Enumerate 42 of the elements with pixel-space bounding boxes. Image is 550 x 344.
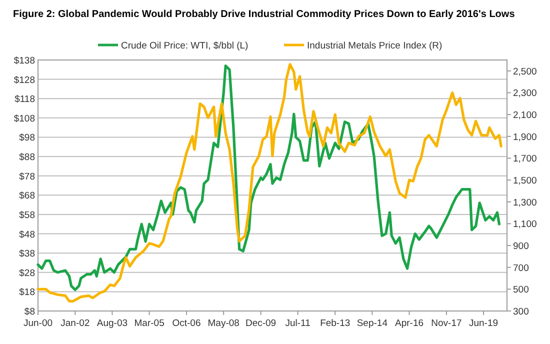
- y-tick-label: $38: [19, 248, 35, 260]
- x-tick-label: Apr-16: [395, 318, 424, 329]
- x-tick-label: Jun-00: [23, 318, 53, 329]
- chart-title: Figure 2: Global Pandemic Would Probably Drive Industrial Commodity Prices Down to Early 2016's Lows: [13, 9, 516, 20]
- x-tick-label: May-08: [208, 318, 240, 329]
- y2-tick-label: 1,900: [513, 132, 537, 143]
- y2-tick-label: 1,500: [513, 176, 537, 187]
- legend-label: Industrial Metals Price Index (R): [307, 40, 442, 52]
- y-tick-label: $58: [19, 210, 35, 221]
- y-tick-label: $28: [19, 268, 35, 279]
- y2-tick-label: 1,300: [513, 197, 537, 208]
- y-tick-label: $118: [14, 94, 35, 106]
- y2-tick-label: 300: [513, 306, 529, 318]
- x-tick-label: Oct-06: [172, 318, 201, 329]
- x-tick-label: Jan-02: [60, 318, 90, 329]
- x-tick-label: Dec-09: [245, 318, 276, 329]
- y2-tick-label: 900: [513, 241, 529, 252]
- y2-tick-label: 500: [513, 284, 529, 296]
- x-tick-label: Aug-03: [96, 318, 128, 329]
- y-tick-label: $98: [19, 132, 35, 144]
- y-tick-label: $108: [14, 113, 35, 124]
- y-tick-label: $8: [24, 306, 35, 318]
- x-tick-label: Sep-14: [356, 318, 388, 329]
- y2-tick-label: 700: [513, 262, 529, 274]
- y-tick-label: $18: [19, 287, 35, 298]
- x-tick-label: Jul-11: [285, 318, 310, 329]
- legend-label: Crude Oil Price: WTI, $/bbl (L): [121, 40, 248, 52]
- x-tick-label: Nov-17: [431, 318, 462, 329]
- y2-tick-label: 1,700: [513, 154, 537, 165]
- y-tick-label: $88: [19, 152, 35, 164]
- y2-tick-label: 2,500: [513, 66, 537, 78]
- y2-tick-label: 1,100: [513, 219, 537, 230]
- y-tick-label: $128: [14, 74, 35, 86]
- y-tick-label: $138: [14, 56, 35, 66]
- y2-tick-label: 2,100: [513, 110, 537, 122]
- x-tick-label: Mar-05: [134, 318, 164, 329]
- y-tick-label: $68: [19, 190, 35, 202]
- y-tick-label: $48: [19, 229, 35, 240]
- x-tick-label: Feb-13: [320, 318, 350, 329]
- y-tick-label: $78: [19, 171, 35, 182]
- x-tick-label: Jun-19: [468, 318, 498, 329]
- y2-tick-label: 2,300: [513, 88, 537, 100]
